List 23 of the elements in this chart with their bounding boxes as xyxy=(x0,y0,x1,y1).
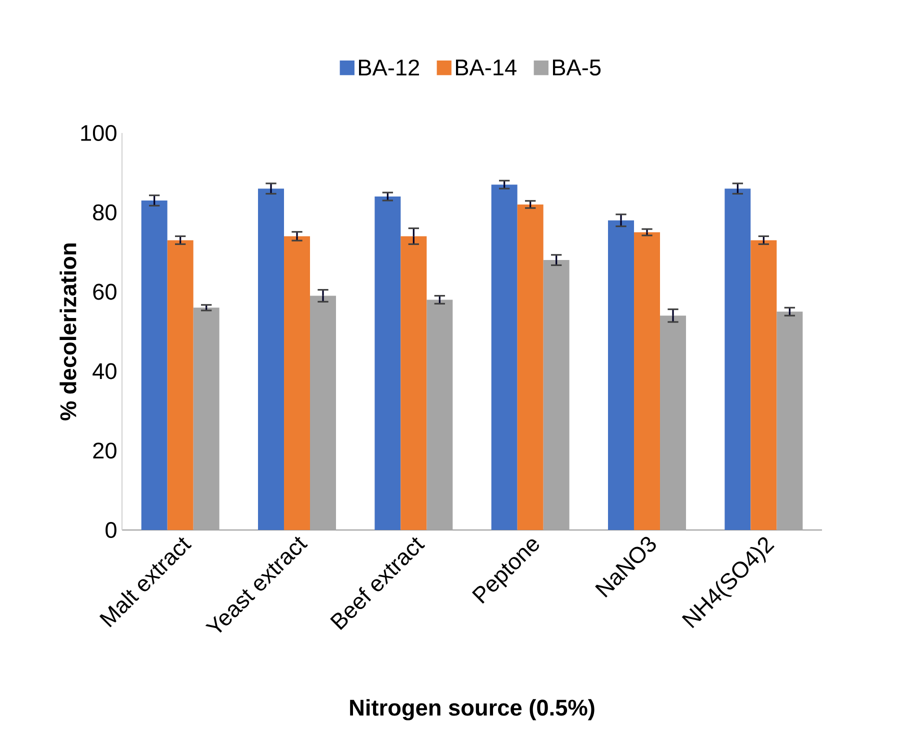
bar xyxy=(634,232,660,530)
bar xyxy=(374,196,401,530)
legend-label: BA-14 xyxy=(456,60,516,76)
y-tick-label: 60 xyxy=(93,284,116,300)
bar xyxy=(167,240,194,530)
y-axis-title: % decolerization xyxy=(60,243,76,420)
legend-label: BA-5 xyxy=(553,60,601,76)
y-tick-label: 80 xyxy=(93,204,116,220)
x-axis-title: Nitrogen source (0.5%) xyxy=(350,699,594,720)
y-tick-label: 20 xyxy=(93,442,116,459)
bar xyxy=(724,188,751,530)
bar xyxy=(608,220,634,530)
bar xyxy=(400,236,427,530)
bar xyxy=(491,184,518,530)
bar xyxy=(141,200,168,530)
y-tick-label: 0 xyxy=(106,522,116,538)
bar xyxy=(284,236,310,530)
bar xyxy=(258,188,284,530)
y-tick-label: 40 xyxy=(92,363,116,380)
legend-label: BA-12 xyxy=(359,60,419,76)
bar xyxy=(750,240,777,530)
bar xyxy=(517,204,544,530)
y-tick-label: 100 xyxy=(81,124,116,142)
